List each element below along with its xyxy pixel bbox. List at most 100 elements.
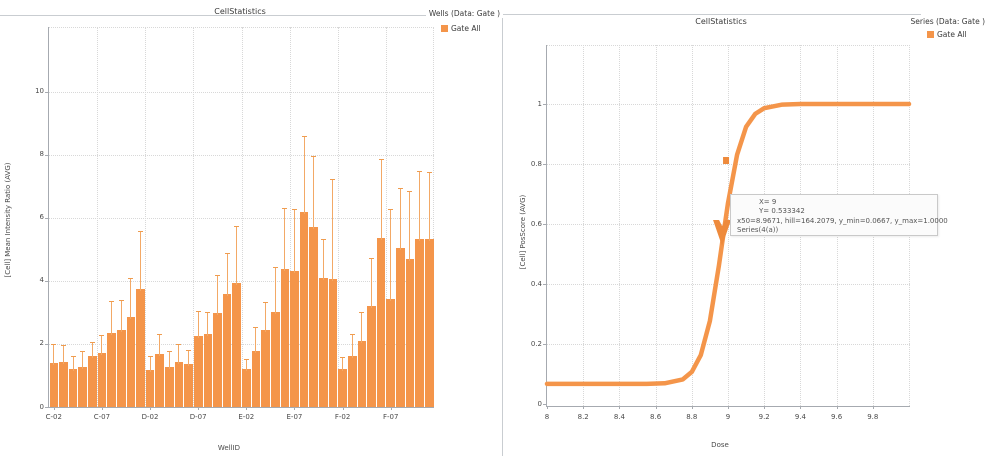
- bar[interactable]: [405, 259, 415, 407]
- error-bar: [265, 301, 267, 333]
- bar[interactable]: [68, 368, 78, 407]
- bar[interactable]: [415, 239, 424, 407]
- y-tick-label: 0: [537, 399, 542, 408]
- bar[interactable]: [174, 361, 184, 407]
- x-tick-mark: [342, 407, 344, 410]
- error-bar: [351, 334, 353, 358]
- plot-right-border: [433, 27, 434, 407]
- bar[interactable]: [203, 333, 213, 407]
- bar[interactable]: [319, 277, 328, 407]
- y-tick-label: 2: [39, 339, 44, 348]
- tooltip: X= 9 Y= 0.533342 x50=8.9671, hill=164.20…: [730, 194, 948, 236]
- bar[interactable]: [193, 335, 203, 407]
- bar[interactable]: [299, 212, 309, 407]
- bar[interactable]: [116, 330, 126, 407]
- bar[interactable]: [49, 363, 59, 407]
- error-bar: [332, 179, 334, 282]
- error-bar-cap: [311, 156, 317, 158]
- bar[interactable]: [424, 238, 434, 407]
- left-plot-area: 0 2 4 6 8 10 C-02 C-07 D-02 D-07 E-02 E-07 F-02 F-07: [35, 27, 434, 421]
- bar[interactable]: [347, 355, 357, 407]
- bar[interactable]: [88, 355, 97, 407]
- x-tick-label: F-02: [334, 413, 351, 421]
- error-bar-cap: [263, 301, 269, 303]
- bar[interactable]: [261, 330, 270, 407]
- bar[interactable]: [242, 369, 251, 407]
- error-bar: [236, 225, 238, 286]
- error-bar-cap: [80, 350, 86, 352]
- sigmoid-curve[interactable]: [544, 101, 912, 387]
- bar[interactable]: [232, 283, 241, 407]
- x-tick-label: 9.4: [794, 413, 806, 421]
- bar[interactable]: [78, 366, 87, 407]
- bar[interactable]: [213, 313, 222, 407]
- bar[interactable]: [107, 332, 116, 407]
- y-tick-mark: [543, 164, 547, 165]
- bar[interactable]: [59, 361, 68, 407]
- y-tick-mark: [543, 284, 547, 285]
- error-bar-cap: [282, 208, 288, 210]
- error-bar: [284, 208, 286, 271]
- error-bar-cap: [340, 356, 346, 358]
- bar[interactable]: [396, 248, 405, 407]
- right-panel-top-border: [503, 14, 921, 15]
- x-tick-label: 8.8: [686, 413, 698, 421]
- x-tick-mark: [101, 407, 103, 410]
- bar[interactable]: [165, 366, 174, 407]
- bar[interactable]: [357, 341, 367, 407]
- x-tick-mark: [872, 406, 874, 409]
- right-legend-item-gate-all[interactable]: Gate All: [937, 30, 967, 39]
- error-bar: [149, 355, 151, 372]
- y-tick-label: 0.4: [530, 279, 542, 288]
- v-gridline: [337, 27, 339, 407]
- error-bar-cap: [243, 358, 249, 360]
- bar[interactable]: [145, 369, 155, 407]
- y-tick-label: 6: [39, 213, 44, 222]
- bar[interactable]: [309, 226, 318, 407]
- error-bar: [370, 257, 372, 309]
- bar[interactable]: [290, 271, 299, 407]
- bar[interactable]: [155, 354, 164, 407]
- bar[interactable]: [136, 288, 145, 407]
- bar[interactable]: [251, 350, 261, 407]
- bar[interactable]: [280, 268, 290, 407]
- error-bar-cap: [234, 225, 240, 227]
- left-chart-title: CellStatistics: [214, 7, 266, 16]
- left-x-axis-label: WellID: [217, 444, 241, 452]
- bar[interactable]: [376, 237, 386, 407]
- y-tick-mark: [45, 407, 49, 408]
- y-tick-label: 4: [39, 276, 44, 285]
- bar[interactable]: [367, 306, 376, 407]
- error-bar: [130, 277, 132, 320]
- left-legend-item-gate-all[interactable]: Gate All: [451, 24, 481, 33]
- tooltip-series-name: Series(4(a)): [737, 225, 779, 234]
- error-bar: [53, 343, 55, 366]
- error-bar: [342, 356, 344, 371]
- bar[interactable]: [222, 293, 232, 407]
- bar[interactable]: [184, 364, 193, 407]
- bar[interactable]: [328, 279, 338, 407]
- right-x-axis-label: Dose: [711, 441, 729, 449]
- x-tick-mark: [764, 406, 766, 409]
- y-tick-mark: [45, 154, 49, 156]
- x-tick-mark: [246, 407, 248, 410]
- error-bar: [399, 188, 401, 251]
- bar[interactable]: [270, 312, 280, 407]
- x-tick-label: 9.6: [831, 413, 843, 421]
- bar[interactable]: [386, 299, 395, 407]
- x-tick-mark: [547, 406, 548, 409]
- bar[interactable]: [338, 368, 347, 407]
- panel-separator: [502, 14, 503, 456]
- v-gridline: [193, 27, 195, 407]
- error-bar: [111, 300, 113, 335]
- v-gridline: [385, 27, 387, 407]
- bar[interactable]: [126, 317, 136, 407]
- y-tick-mark: [543, 404, 547, 405]
- bar[interactable]: [97, 353, 107, 407]
- x-tick-mark: [655, 406, 657, 409]
- error-bar: [419, 170, 421, 242]
- curve-point-marker-arrow[interactable]: [713, 219, 732, 246]
- error-bar-cap: [214, 274, 220, 276]
- error-bar: [361, 312, 363, 344]
